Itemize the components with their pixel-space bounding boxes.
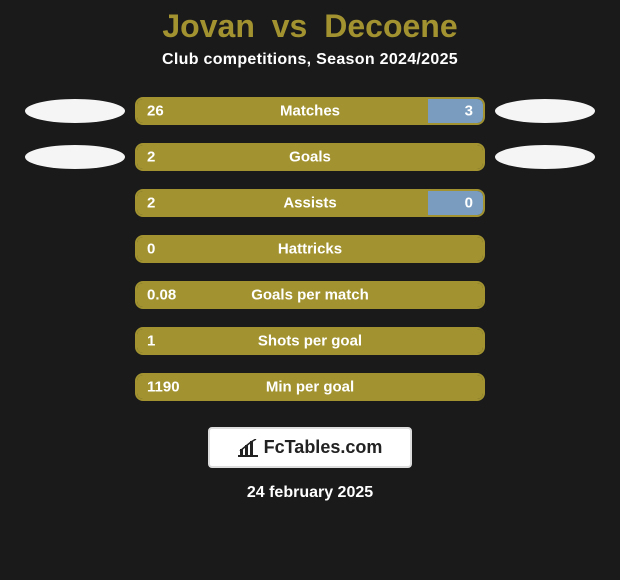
- player1-value: 0.08: [147, 287, 176, 304]
- stat-bar: 1190 Min per goal: [135, 373, 485, 401]
- stat-bar: 1 Shots per goal: [135, 327, 485, 355]
- player1-fill: [137, 191, 428, 215]
- player1-value: 2: [147, 195, 155, 212]
- stat-bar: 0.08 Goals per match: [135, 281, 485, 309]
- player2-fill: [428, 99, 483, 123]
- stat-row: 1 Shots per goal: [0, 327, 620, 355]
- player1-value: 0: [147, 241, 155, 258]
- stat-row: 26 3 Matches: [0, 97, 620, 125]
- stat-bar: 26 3 Matches: [135, 97, 485, 125]
- subtitle: Club competitions, Season 2024/2025: [162, 51, 458, 69]
- player1-name: Jovan: [162, 8, 254, 44]
- stat-row: 2 0 Assists: [0, 189, 620, 217]
- player1-value: 1: [147, 333, 155, 350]
- player1-value: 26: [147, 103, 164, 120]
- stats-rows: 26 3 Matches 2 Goals 2 0 Assists 0 Hattricks 0.08 G…: [0, 97, 620, 401]
- right-side: [485, 99, 605, 123]
- player1-shape: [25, 145, 125, 169]
- player1-value: 2: [147, 149, 155, 166]
- stat-row: 0 Hattricks: [0, 235, 620, 263]
- stat-row: 1190 Min per goal: [0, 373, 620, 401]
- stat-row: 2 Goals: [0, 143, 620, 171]
- chart-icon: [238, 439, 258, 457]
- stat-label: Matches: [280, 103, 340, 120]
- stat-bar: 2 0 Assists: [135, 189, 485, 217]
- player2-shape: [495, 145, 595, 169]
- stat-label: Goals per match: [251, 287, 369, 304]
- stat-bar: 2 Goals: [135, 143, 485, 171]
- player2-fill: [428, 191, 483, 215]
- player2-value: 3: [465, 103, 473, 120]
- stat-label: Goals: [289, 149, 331, 166]
- stat-row: 0.08 Goals per match: [0, 281, 620, 309]
- stat-label: Assists: [283, 195, 336, 212]
- brand-badge: FcTables.com: [208, 427, 413, 468]
- player1-shape: [25, 99, 125, 123]
- stat-label: Hattricks: [278, 241, 342, 258]
- player2-value: 0: [465, 195, 473, 212]
- date-text: 24 february 2025: [247, 484, 373, 502]
- player2-name: Decoene: [324, 8, 457, 44]
- comparison-title: Jovan vs Decoene: [162, 8, 457, 45]
- stat-label: Shots per goal: [258, 333, 362, 350]
- left-side: [15, 145, 135, 169]
- left-side: [15, 99, 135, 123]
- brand-text: FcTables.com: [264, 437, 383, 458]
- chart-container: Jovan vs Decoene Club competitions, Seas…: [0, 0, 620, 580]
- player1-value: 1190: [147, 379, 180, 396]
- stat-bar: 0 Hattricks: [135, 235, 485, 263]
- stat-label: Min per goal: [266, 379, 354, 396]
- right-side: [485, 145, 605, 169]
- vs-text: vs: [272, 8, 308, 44]
- player2-shape: [495, 99, 595, 123]
